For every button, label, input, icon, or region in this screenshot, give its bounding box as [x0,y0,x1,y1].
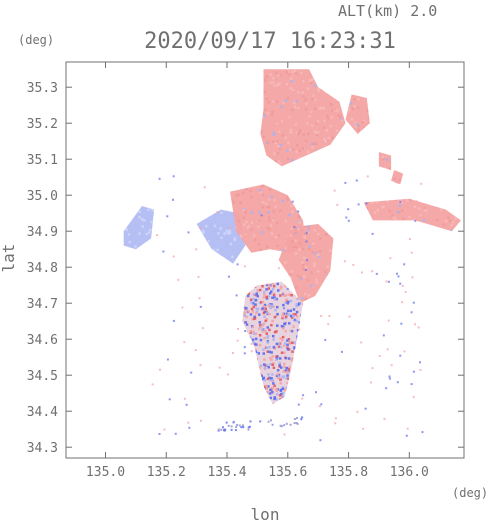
x-tick-label: 135.8 [329,465,368,480]
scattered-echoes [151,175,424,442]
y-tick-label: 34.9 [27,225,58,240]
x-tick-label: 135.4 [207,465,246,480]
y-tick-label: 34.6 [27,333,58,348]
y-tick-label: 35.2 [27,117,58,132]
chart-title: 2020/09/17 16:23:31 [144,29,396,54]
x-unit-label: (deg) [452,486,488,500]
region-northeast-red-patch [345,94,370,134]
region-north-red-block [260,69,346,167]
y-tick-label: 35.1 [27,153,58,168]
velocity-field [123,69,461,442]
y-tick-label: 34.5 [27,369,58,384]
y-tick-label: 34.3 [27,441,58,456]
x-tick-label: 136.0 [390,465,429,480]
altitude-label: ALT(km) 2.0 [338,2,437,20]
x-tick-label: 135.6 [268,465,307,480]
y-tick-label: 34.4 [27,405,58,420]
plot-frame [65,61,465,459]
y-unit-label: (deg) [18,33,54,47]
y-tick-label: 35.3 [27,81,58,96]
y-tick-label: 34.7 [27,297,58,312]
y-tick-label: 35.0 [27,189,58,204]
region-east-red-lobe [278,224,334,304]
x-tick-label: 135.0 [86,465,125,480]
y-axis-label: lat [0,244,18,273]
y-tick-label: 34.8 [27,261,58,276]
axis-ticks: 135.0 135.2 135.4 135.6 135.8 136.0 34.3 34.4 34… [27,62,464,480]
x-tick-label: 135.2 [147,465,186,480]
x-axis-label: lon [251,505,280,521]
region-east-red-band [363,198,461,232]
